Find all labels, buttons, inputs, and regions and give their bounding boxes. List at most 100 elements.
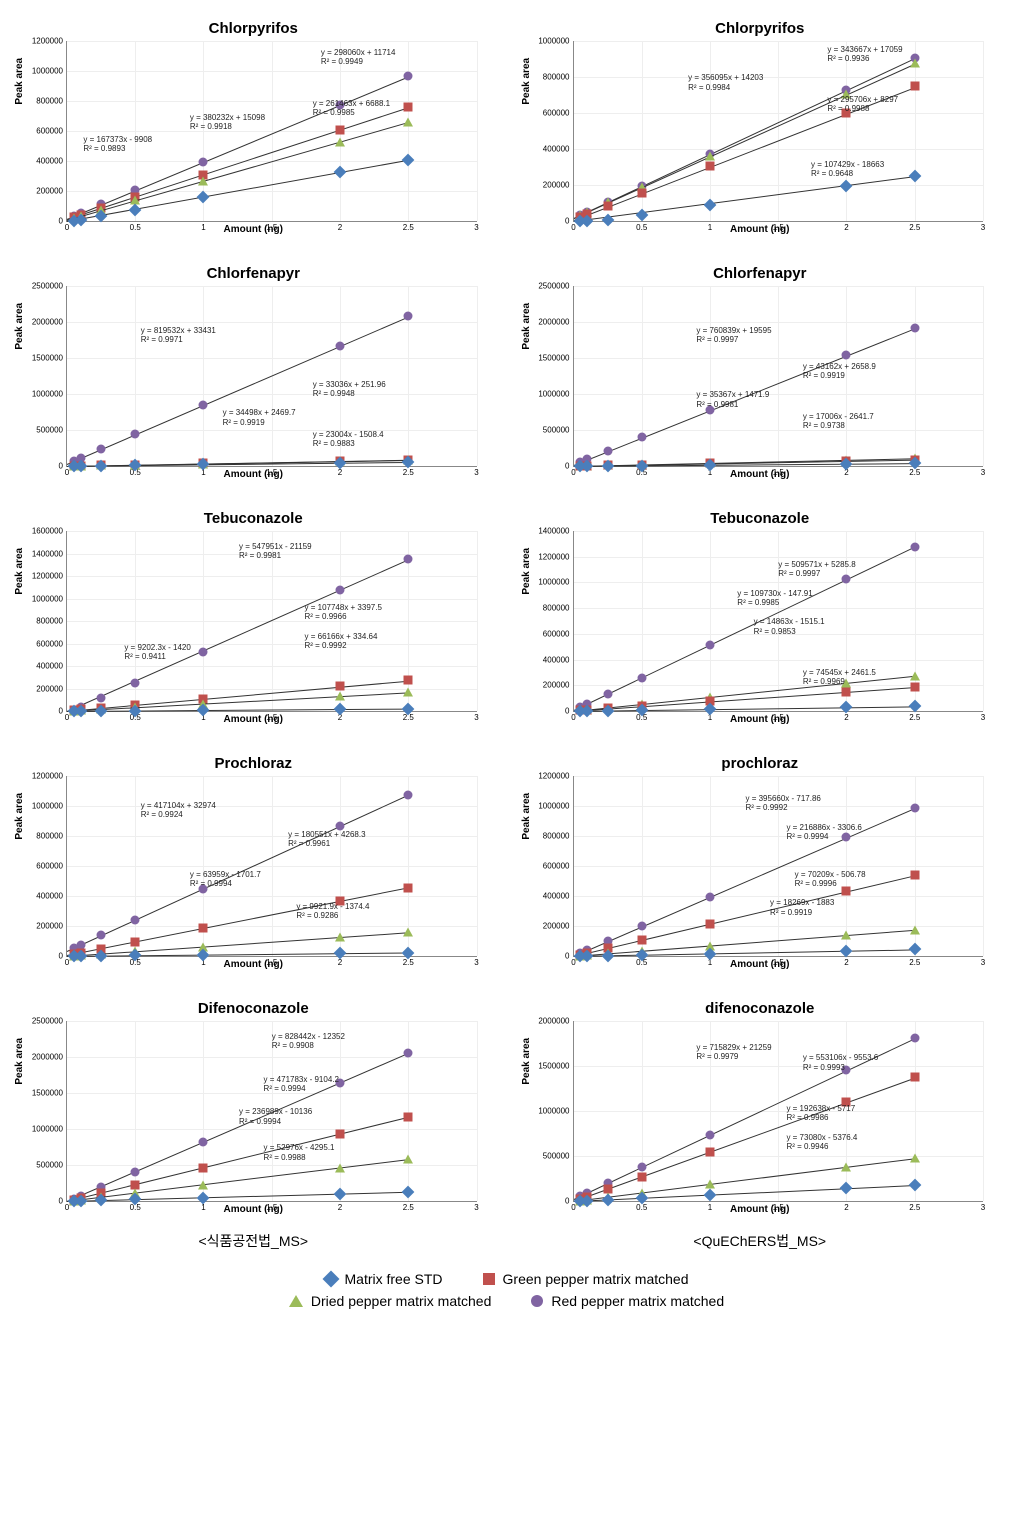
data-marker [842, 687, 851, 696]
legend-label: Red pepper matrix matched [551, 1293, 724, 1309]
data-marker [705, 162, 714, 171]
column-labels-row: <식품공전법_MS> <QuEChERS법_MS> [20, 1231, 993, 1251]
data-marker [335, 341, 344, 350]
y-tick-label: 1000000 [32, 67, 67, 76]
y-tick-label: 500000 [36, 426, 67, 435]
data-marker [910, 323, 919, 332]
x-tick-label: 3 [474, 956, 478, 967]
y-tick-label: 200000 [36, 922, 67, 931]
y-tick-label: 400000 [36, 892, 67, 901]
y-tick-label: 1200000 [538, 552, 573, 561]
equation-annotation: y = 547951x - 21159R² = 0.9981 [239, 542, 312, 560]
data-marker [404, 790, 413, 799]
chart-title: Chlorpyrifos [20, 20, 487, 37]
legend-item: Matrix free STD [325, 1271, 443, 1287]
x-tick-label: 3 [981, 466, 985, 477]
trendline [67, 795, 409, 952]
y-tick-label: 200000 [543, 181, 574, 190]
gridline-v [710, 1021, 711, 1201]
x-tick-label: 1.5 [773, 221, 784, 232]
data-marker [842, 1098, 851, 1107]
chart-title: Prochloraz [20, 755, 487, 772]
data-marker [705, 1180, 715, 1189]
data-marker [199, 400, 208, 409]
y-tick-label: 400000 [36, 662, 67, 671]
chart-tebuconazole_left: TebuconazolePeak area0200000400000600000… [20, 510, 487, 725]
trendline [573, 86, 915, 220]
gridline-v [203, 1021, 204, 1201]
y-tick-label: 600000 [543, 109, 574, 118]
trendline [573, 875, 915, 957]
y-tick-label: 600000 [36, 639, 67, 648]
data-marker [705, 1148, 714, 1157]
data-marker [404, 72, 413, 81]
gridline-v [710, 776, 711, 956]
data-marker [841, 678, 851, 687]
data-marker [335, 821, 344, 830]
y-axis-label: Peak area [14, 1037, 25, 1084]
legend-item: Green pepper matrix matched [483, 1271, 689, 1287]
data-marker [335, 1129, 344, 1138]
data-marker [910, 682, 919, 691]
data-marker [910, 803, 919, 812]
y-tick-label: 1400000 [538, 527, 573, 536]
data-marker [403, 688, 413, 697]
data-marker [97, 931, 106, 940]
equation-annotation: y = 760839x + 19595R² = 0.9997 [696, 326, 771, 344]
data-marker [403, 1155, 413, 1164]
equation-annotation: y = 471783x - 9104.2R² = 0.9994 [264, 1075, 339, 1093]
equation-annotation: y = 553106x - 9553.6R² = 0.9993 [803, 1053, 878, 1071]
gridline-v [710, 41, 711, 221]
x-tick-label: 3 [981, 1201, 985, 1212]
y-axis-label: Peak area [521, 302, 532, 349]
y-tick-label: 2000000 [32, 1053, 67, 1062]
trendline [573, 1158, 915, 1202]
data-marker [199, 884, 208, 893]
x-axis-label: Amount (ng) [20, 224, 487, 235]
plot-area: 0500000100000015000002000000250000000.51… [66, 1021, 477, 1202]
y-axis-label: Peak area [521, 792, 532, 839]
y-tick-label: 200000 [543, 922, 574, 931]
x-tick-label: 1.5 [773, 956, 784, 967]
data-marker [705, 405, 714, 414]
x-tick-label: 1 [708, 221, 712, 232]
data-marker [335, 692, 345, 701]
chart-difenoconazole_left: DifenoconazolePeak area05000001000000150… [20, 1000, 487, 1215]
data-marker [841, 1162, 851, 1171]
y-tick-label: 1000000 [538, 1107, 573, 1116]
y-axis-label: Peak area [521, 547, 532, 594]
trendline [573, 63, 915, 219]
equation-annotation: y = 819532x + 33431R² = 0.9971 [141, 326, 216, 344]
data-marker [131, 937, 140, 946]
data-marker [705, 640, 714, 649]
data-marker [842, 887, 851, 896]
y-tick-label: 400000 [543, 655, 574, 664]
x-tick-label: 1.5 [266, 466, 277, 477]
y-tick-label: 200000 [36, 684, 67, 693]
gridline-v [477, 776, 478, 956]
x-tick-label: 1 [708, 1201, 712, 1212]
x-tick-label: 1.5 [773, 466, 784, 477]
gridline-v [642, 531, 643, 711]
gridline-v [203, 531, 204, 711]
data-marker [131, 915, 140, 924]
data-marker [840, 944, 853, 957]
y-axis-label: Peak area [521, 57, 532, 104]
data-marker [841, 931, 851, 940]
data-marker [908, 1179, 921, 1192]
left-column-label: <식품공전법_MS> [20, 1231, 487, 1251]
data-marker [637, 188, 646, 197]
trendline [573, 547, 915, 712]
data-marker [705, 1130, 714, 1139]
x-axis-label: Amount (ng) [527, 959, 994, 970]
gridline-v [846, 776, 847, 956]
legend-label: Green pepper matrix matched [503, 1271, 689, 1287]
y-tick-label: 1200000 [538, 772, 573, 781]
data-marker [199, 924, 208, 933]
gridline-v [778, 286, 779, 466]
data-marker [637, 1162, 646, 1171]
y-tick-label: 500000 [36, 1161, 67, 1170]
plot-area: 0500000100000015000002000000250000000.51… [573, 286, 984, 467]
data-marker [603, 202, 612, 211]
y-tick-label: 1500000 [32, 1089, 67, 1098]
